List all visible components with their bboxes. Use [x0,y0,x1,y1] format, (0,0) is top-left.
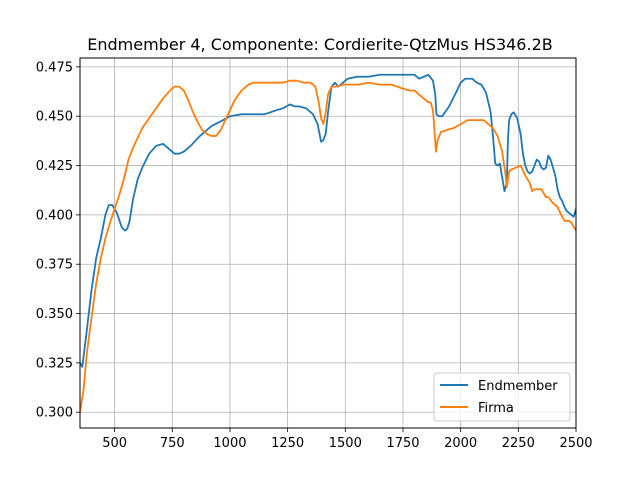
y-tick-label: 0.375 [36,258,73,273]
chart-title: Endmember 4, Componente: Cordierite-QtzM… [87,35,552,54]
x-tick-label: 1750 [386,436,419,451]
series-line-firma [80,79,576,414]
legend: Endmember Firma [433,372,571,422]
series-line-endmember [80,73,576,368]
x-tick-label: 750 [160,436,185,451]
y-tick-label: 0.300 [36,406,73,421]
x-tick-label: 1000 [213,436,246,451]
y-tick-label: 0.475 [36,60,73,75]
x-tick-label: 2000 [444,436,477,451]
y-tick-label: 0.425 [36,159,73,174]
y-tick-label: 0.400 [36,208,73,223]
x-tick-label: 2250 [502,436,535,451]
y-tick-label: 0.350 [36,307,73,322]
plot-frame [79,57,577,429]
x-axis: 500 750 1000 1250 1500 1750 2000 2250 2500 [102,428,593,451]
plot-area [79,57,577,429]
legend-label-endmember: Endmember [478,379,558,394]
series-layer [80,73,576,414]
legend-label-firma: Firma [478,401,514,416]
x-tick-label: 2500 [559,436,592,451]
x-tick-label: 1500 [329,436,362,451]
y-axis: 0.300 0.325 0.350 0.375 0.400 0.425 0.450 0.475 [36,60,80,421]
y-tick-label: 0.325 [36,356,73,371]
x-tick-label: 1250 [271,436,304,451]
y-tick-label: 0.450 [36,110,73,125]
x-tick-label: 500 [102,436,127,451]
